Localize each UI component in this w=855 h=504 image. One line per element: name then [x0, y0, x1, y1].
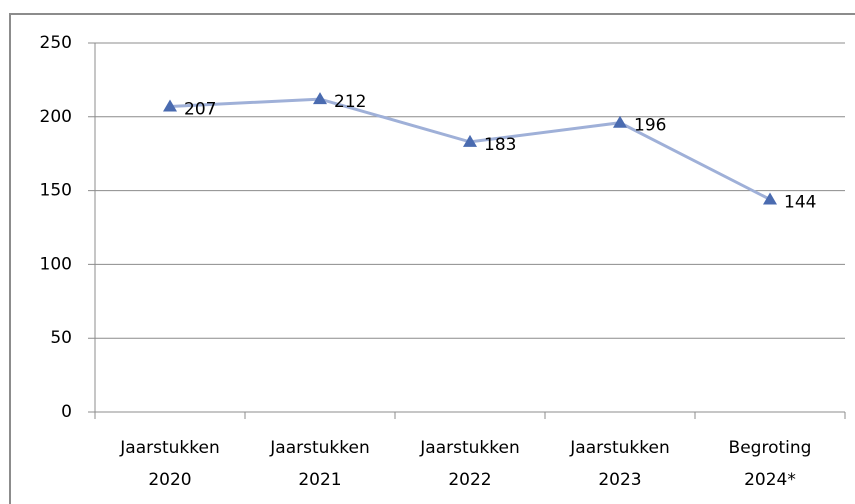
line [169, 97, 771, 201]
x-tick-label: Jaarstukken 2022 [419, 438, 519, 490]
x-tick-label: Jaarstukken 2021 [269, 438, 369, 490]
y-tick-label: 50 [50, 328, 72, 348]
x-tick-label: Jaarstukken 2020 [119, 438, 219, 490]
y-tick-label: 0 [61, 402, 72, 422]
marker [163, 99, 177, 112]
y-tick-label: 250 [40, 33, 72, 53]
marker [763, 192, 777, 205]
value-label: 196 [634, 116, 666, 136]
value-label: 207 [184, 99, 216, 119]
marker [463, 134, 477, 147]
x-tick-label: Begroting 2024* [729, 438, 812, 490]
y-tick-label: 150 [40, 181, 72, 201]
marker [313, 92, 327, 105]
value-label: 212 [334, 92, 366, 112]
chart-frame [9, 13, 855, 504]
y-tick-label: 200 [40, 107, 72, 127]
value-label: 144 [784, 192, 816, 212]
x-tick-label: Jaarstukken 2023 [569, 438, 669, 490]
value-label: 183 [484, 135, 516, 155]
marker [613, 115, 627, 128]
y-tick-label: 100 [40, 254, 72, 274]
